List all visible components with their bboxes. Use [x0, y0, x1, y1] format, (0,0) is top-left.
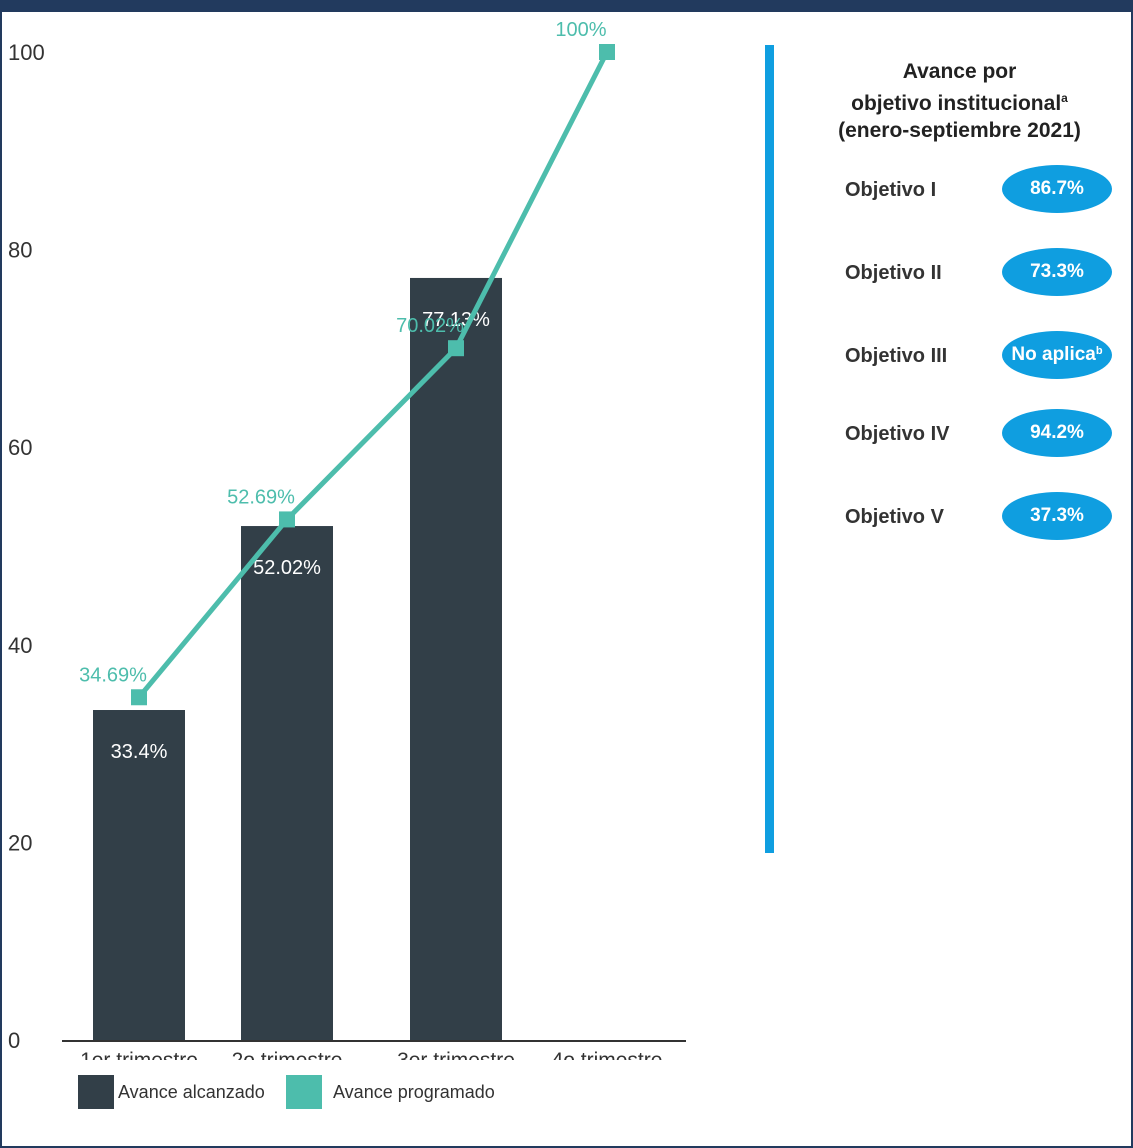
- y-tick-label: 80: [8, 238, 32, 263]
- y-tick-label: 0: [8, 1028, 20, 1053]
- objective-label: Objetivo III: [845, 345, 947, 368]
- footnote-marker-b: b: [1096, 345, 1103, 357]
- line-value-label: 70.02%: [396, 315, 464, 337]
- line-value-label: 100%: [555, 19, 606, 41]
- bar-avance-alcanzado: [410, 278, 502, 1040]
- panel-title: Avance por objetivo institucionala (ener…: [792, 58, 1127, 144]
- x-tick-label: 4o trimestre: [552, 1049, 663, 1060]
- objective-value-badge: 94.2%: [1002, 409, 1112, 457]
- legend-swatch-bar: [78, 1075, 114, 1109]
- y-tick-label: 100: [8, 40, 45, 65]
- y-tick-label: 40: [8, 633, 32, 658]
- line-point-marker: [131, 689, 147, 705]
- objective-label: Objetivo IV: [845, 423, 949, 446]
- objective-row-4: Objetivo IV 94.2%: [800, 409, 1120, 459]
- line-point-marker: [279, 511, 295, 527]
- objective-row-2: Objetivo II 73.3%: [800, 248, 1120, 298]
- objective-row-5: Objetivo V 37.3%: [800, 492, 1120, 542]
- objective-value-badge: 86.7%: [1002, 165, 1112, 213]
- x-tick-label: 3er trimestre: [397, 1049, 515, 1060]
- panel-divider: [765, 45, 774, 853]
- objective-label: Objetivo I: [845, 179, 936, 202]
- objective-value-badge: 73.3%: [1002, 248, 1112, 296]
- legend-swatch-line: [286, 1075, 322, 1109]
- objective-label: Objetivo V: [845, 506, 944, 529]
- legend-label-line: Avance programado: [333, 1082, 495, 1103]
- line-point-marker: [448, 340, 464, 356]
- x-tick-label: 2o trimestre: [232, 1049, 343, 1060]
- objective-value-badge: 37.3%: [1002, 492, 1112, 540]
- line-avance-programado: [139, 52, 607, 697]
- bar-value-label: 33.4%: [111, 741, 168, 763]
- objective-value-badge: No aplica b: [1002, 331, 1112, 379]
- y-tick-label: 60: [8, 435, 32, 460]
- objective-row-3: Objetivo III No aplica b: [800, 331, 1120, 381]
- footnote-marker-a: a: [1061, 91, 1068, 105]
- panel-title-line2: objetivo institucionala: [792, 85, 1127, 117]
- objective-label: Objetivo II: [845, 262, 942, 285]
- bar-value-label: 52.02%: [253, 557, 321, 579]
- x-tick-label: 1er trimestre: [80, 1049, 198, 1060]
- panel-title-line3: (enero-septiembre 2021): [792, 117, 1127, 144]
- line-value-label: 34.69%: [79, 664, 147, 686]
- line-value-label: 52.69%: [227, 486, 295, 508]
- y-tick-label: 20: [8, 830, 32, 855]
- objective-row-1: Objetivo I 86.7%: [800, 165, 1120, 215]
- panel-title-line1: Avance por: [792, 58, 1127, 85]
- legend-label-bar: Avance alcanzado: [118, 1082, 265, 1103]
- bar-avance-alcanzado: [241, 526, 333, 1040]
- line-point-marker: [599, 44, 615, 60]
